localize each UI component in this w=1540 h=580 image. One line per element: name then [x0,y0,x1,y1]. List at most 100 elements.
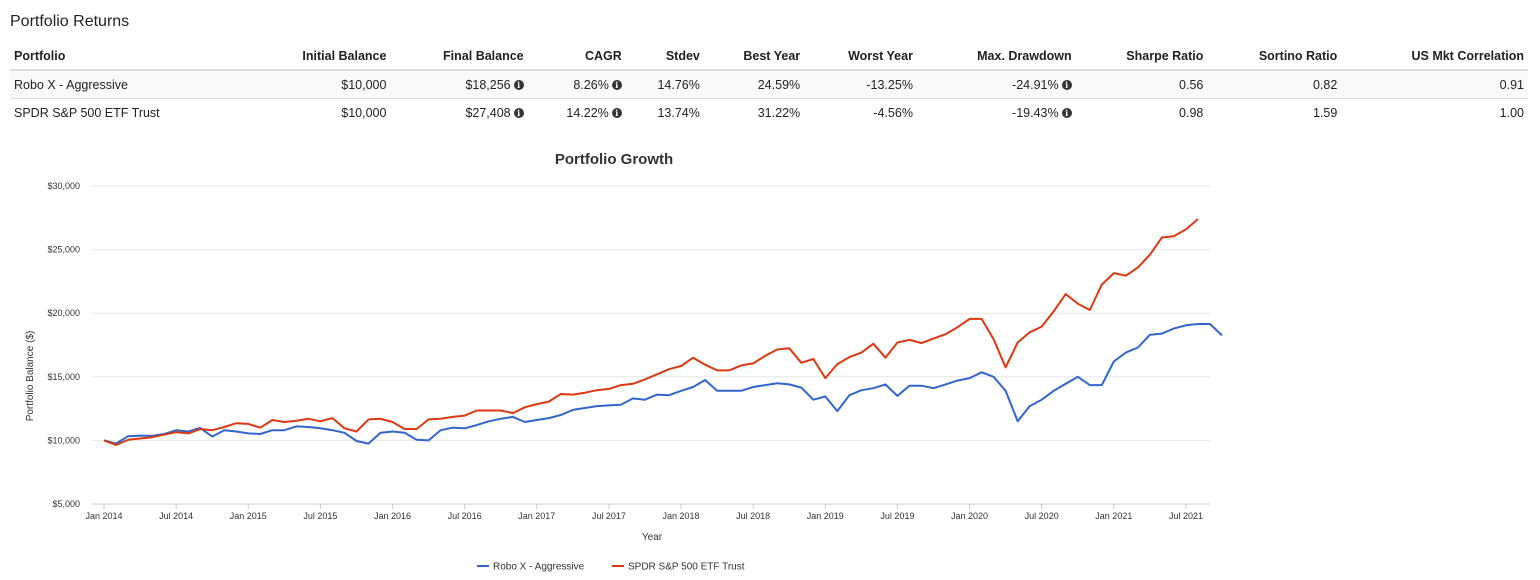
x-tick-label: Jul 2020 [1025,511,1059,521]
table-cell: 1.00 [1341,98,1528,126]
cell-value: 0.56 [1179,77,1204,92]
cell-value: 14.76% [657,77,700,92]
cell-value: 31.22% [757,105,801,120]
cell-value: 8.26% [573,77,609,92]
cell-value: $10,000 [341,105,387,120]
y-tick-label: $15,000 [47,372,80,382]
chart-grid [92,185,1210,505]
cell-value: Robo X - Aggressive [14,77,128,92]
y-tick-label: $25,000 [47,245,80,255]
y-tick-label: $10,000 [47,435,80,445]
table-cell: 1.59 [1207,98,1342,126]
column-header: Final Balance [390,44,528,71]
cell-value: SPDR S&P 500 ETF Trust [14,105,160,120]
y-axis-ticks: $5,000 $10,000 $15,000 $20,000 $25,000 $30,00… [47,181,80,509]
y-tick-label: $20,000 [47,308,80,318]
x-tick-label: Jul 2015 [303,511,337,521]
x-tick-label: Jan 2016 [374,511,411,521]
cell-value: -4.56% [873,105,913,120]
column-header: Max. Drawdown [916,44,1076,71]
y-axis-title: Portfolio Balance ($) [25,331,36,422]
table-cell: 0.56 [1075,69,1208,99]
column-header: CAGR [527,44,626,71]
table-row: Robo X - Aggressive $10,000 $18,256 i 8.26% i… [10,69,1528,99]
info-circle-icon[interactable]: i [1061,107,1072,118]
column-header: Portfolio [10,44,248,71]
info-circle-icon[interactable]: i [1061,79,1072,90]
x-tick-label: Jan 2017 [518,511,555,521]
x-tick-label: Jul 2016 [448,511,482,521]
y-tick-label: $30,000 [47,181,80,191]
x-tick-label: Jul 2014 [159,511,193,521]
column-header: Best Year [703,44,805,71]
cell-value: -24.91% [1012,77,1059,92]
legend-item[interactable]: SPDR S&P 500 ETF Trust [612,562,745,573]
info-circle-icon[interactable]: i [611,107,622,118]
x-tick-label: Jan 2019 [807,511,844,521]
cell-value: 0.82 [1312,77,1338,92]
cell-value: 1.59 [1312,105,1338,120]
cell-value: -19.43% [1012,105,1059,120]
x-tick-label: Jul 2017 [592,511,626,521]
cell-value: $27,408 [465,105,511,120]
table-cell: 0.98 [1075,98,1208,126]
table-cell: -19.43% i [916,98,1076,126]
cell-value: 13.74% [657,105,700,120]
cell-value: 1.00 [1499,105,1524,120]
x-tick-label: Jul 2019 [880,511,914,521]
x-axis-ticks: Jan 2014 Jul 2014 Jan 2015 Jul 2015 Jan 2016… [85,504,1203,521]
x-tick-label: Jul 2021 [1169,511,1203,521]
portfolio-growth-chart: Portfolio Growth $5,000 $10,000 $15,000 $20… [25,151,1223,573]
table-cell: 31.22% [703,98,805,126]
cell-value: 14.22% [566,105,609,120]
section-title: Portfolio Returns [10,13,130,30]
x-tick-label: Jan 2021 [1095,511,1132,521]
table-cell: 0.91 [1341,69,1528,99]
x-axis-title: Year [642,532,663,543]
x-tick-label: Jul 2018 [736,511,770,521]
cell-value: 0.98 [1179,105,1204,120]
cell-value: -13.25% [866,77,913,92]
table-cell: 13.74% [625,98,704,126]
table-cell: $10,000 [247,98,391,126]
table-cell: -13.25% [804,69,917,99]
table-cell: 0.82 [1207,69,1342,99]
portfolio-name-cell: Robo X - Aggressive [10,69,248,99]
cell-value: $18,256 [465,77,511,92]
cell-value: 0.91 [1499,77,1524,92]
column-header: Worst Year [804,44,917,71]
cell-value: 24.59% [757,77,801,92]
series-line-0 [103,323,1223,445]
table-cell: 8.26% i [527,69,626,99]
y-tick-label: $5,000 [52,499,80,509]
x-tick-label: Jan 2020 [951,511,988,521]
series-line-1 [103,218,1199,446]
table-cell: $10,000 [247,69,391,99]
legend-label: SPDR S&P 500 ETF Trust [628,562,745,573]
table-cell: -4.56% [804,98,917,126]
table-cell: $27,408 i [390,98,528,126]
x-tick-label: Jan 2014 [85,511,122,521]
table-cell: 24.59% [703,69,805,99]
portfolio-name-cell: SPDR S&P 500 ETF Trust [10,98,248,126]
returns-table: Portfolio Initial Balance Final Balance … [10,44,1528,126]
table-cell: $18,256 i [390,69,528,99]
column-header: Stdev [625,44,704,71]
table-cell: 14.76% [625,69,704,99]
x-tick-label: Jan 2015 [230,511,267,521]
column-header: Initial Balance [247,44,391,71]
cell-value: $10,000 [341,77,387,92]
column-header: Sortino Ratio [1207,44,1342,71]
column-header: US Mkt Correlation [1341,44,1528,71]
table-row: SPDR S&P 500 ETF Trust $10,000 $27,408 i 14.… [10,98,1528,126]
table-header-row: Portfolio Initial Balance Final Balance … [10,44,1528,71]
x-tick-label: Jan 2018 [663,511,700,521]
info-circle-icon[interactable]: i [513,79,524,90]
table-cell: 14.22% i [527,98,626,126]
chart-title: Portfolio Growth [555,151,673,168]
chart-series [103,218,1223,446]
chart-legend[interactable]: Robo X - Aggressive SPDR S&P 500 ETF Trus… [477,562,745,573]
legend-item[interactable]: Robo X - Aggressive [477,562,585,573]
info-circle-icon[interactable]: i [513,107,524,118]
info-circle-icon[interactable]: i [611,79,622,90]
